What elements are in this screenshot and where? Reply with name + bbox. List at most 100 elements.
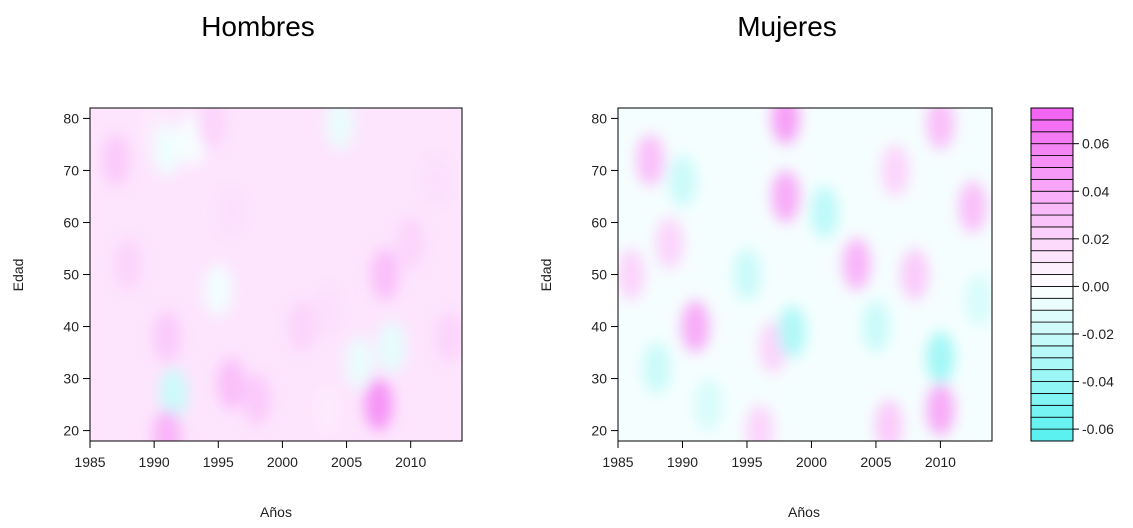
color-key-step-20: [1030, 190, 1074, 204]
heatmap-cell-11: [778, 305, 807, 358]
color-key-label-6: -0.06: [1082, 421, 1114, 437]
color-key-label-3: 0.00: [1082, 278, 1109, 294]
heatmap-cell-15: [881, 144, 910, 197]
heatmap-cell-14: [861, 300, 890, 353]
y-tick-label-80: 80: [591, 110, 607, 126]
heatmap-cell-3: [152, 123, 181, 176]
heatmap-cell-23: [435, 310, 462, 363]
heatmap-cell-23: [874, 399, 903, 441]
heatmap-cell-7: [732, 248, 761, 301]
color-key-step-7: [1030, 345, 1074, 359]
x-axis-hombres: 1985 1990 1995 2000 2005 2010: [74, 441, 426, 470]
heatmap-cell-7: [152, 409, 181, 441]
color-key-step-15: [1030, 250, 1074, 264]
y-tick-label-50: 50: [591, 267, 607, 283]
y-tick-label-40: 40: [63, 319, 79, 335]
color-key-step-23: [1030, 155, 1074, 168]
heatmap-cell-19: [377, 321, 406, 374]
color-key-label-0: 0.06: [1082, 136, 1109, 152]
y-tick-label-50: 50: [63, 267, 79, 283]
heatmap-cell-9: [217, 357, 246, 410]
heatmap-cell-4: [681, 300, 710, 353]
heatmap-cell-10: [242, 373, 271, 426]
y-tick-label-80: 80: [63, 110, 79, 126]
color-key-step-16: [1030, 238, 1074, 252]
heatmap-cell-13: [842, 238, 871, 291]
heatmap-cell-1: [636, 134, 665, 187]
y-axis-label-hombres: Edad: [10, 259, 26, 292]
heatmap-cell-17: [345, 336, 374, 389]
y-tick-label-30: 30: [63, 371, 79, 387]
heatmap-cell-13: [287, 300, 316, 353]
heatmap-cell-10: [771, 170, 800, 223]
color-key-step-14: [1030, 262, 1074, 275]
x-axis-mujeres: 1985 1990 1995 2000 2005 2010: [602, 441, 956, 470]
heatmap-cell-3: [642, 342, 671, 395]
y-tick-label-70: 70: [63, 162, 79, 178]
color-key-step-21: [1030, 178, 1074, 192]
color-legend: 0.06 0.04 0.02 0.00 -0.02 -0.04 -0.06: [1030, 107, 1114, 442]
color-key-label-4: -0.02: [1082, 326, 1114, 342]
heatmap-cell-0: [618, 248, 645, 301]
y-axis-hombres: 20 30 40 50 60 70 80: [63, 110, 90, 439]
x-tick-label-2010: 2010: [395, 454, 426, 470]
y-tick-label-60: 60: [63, 214, 79, 230]
x-tick-label-2005: 2005: [331, 454, 362, 470]
chart-title-mujeres: Mujeres: [737, 11, 837, 42]
heatmap-cell-5: [152, 310, 181, 363]
y-axis-mujeres: 20 30 40 50 60 70 80: [591, 110, 618, 439]
heatmap-cell-20: [364, 378, 393, 431]
heatmap-cell-14: [313, 284, 342, 337]
x-tick-label-2010: 2010: [925, 454, 956, 470]
color-key-step-22: [1030, 167, 1074, 180]
color-key-step-9: [1030, 321, 1074, 335]
heatmap-cell-1: [114, 238, 143, 291]
heatmap-cell-19: [926, 383, 955, 436]
heatmap-background: [90, 108, 462, 441]
heatmap-cell-2: [655, 217, 684, 270]
x-tick-label-1990: 1990: [667, 454, 698, 470]
x-tick-label-2005: 2005: [860, 454, 891, 470]
x-tick-label-1985: 1985: [602, 454, 633, 470]
color-key-step-6: [1030, 357, 1074, 371]
heatmap-cell-6: [159, 368, 188, 421]
color-key-step-19: [1030, 202, 1074, 216]
y-tick-label-20: 20: [63, 423, 79, 439]
x-tick-label-1985: 1985: [74, 454, 105, 470]
color-key-step-17: [1030, 226, 1074, 240]
heatmap-cell-9: [771, 108, 800, 145]
color-key-step-1: [1030, 416, 1074, 430]
heatmap-cell-8: [197, 108, 226, 150]
heatmap-cell-18: [926, 331, 955, 384]
heatmap-cell-11: [217, 186, 246, 239]
heatmap-cell-16: [900, 248, 929, 301]
y-tick-label-70: 70: [591, 162, 607, 178]
x-tick-label-1995: 1995: [203, 454, 234, 470]
plot-area-hombres: [89, 107, 463, 442]
heatmap-cell-22: [745, 404, 774, 441]
heatmap-cell-16: [326, 108, 355, 150]
heatmap-cell-20: [958, 180, 987, 233]
heatmap-cell-15: [313, 383, 342, 436]
color-key-step-24: [1030, 143, 1074, 156]
y-axis-label-mujeres: Edad: [538, 259, 554, 292]
heatmap-cell-18: [371, 248, 400, 301]
x-tick-label-1995: 1995: [731, 454, 762, 470]
chart-title-hombres: Hombres: [201, 11, 315, 42]
color-key-step-27: [1030, 107, 1074, 121]
color-key-step-8: [1030, 333, 1074, 347]
heatmap-panel-mujeres: Mujeres Años Edad 1985 1990 1995 2000 2005 20…: [538, 11, 993, 520]
heatmap-cell-12: [204, 264, 233, 317]
color-key-step-4: [1030, 381, 1074, 394]
heatmap-panel-hombres: Hombres Años Edad 1985 1990 1995 2000 2005 20…: [10, 11, 463, 520]
color-key-step-12: [1030, 285, 1074, 299]
y-tick-label-30: 30: [591, 371, 607, 387]
heatmap-cell-21: [965, 274, 992, 327]
color-key-step-10: [1030, 309, 1074, 323]
heatmap-cell-5: [668, 154, 697, 207]
heatmap-cell-0: [101, 134, 130, 187]
color-key-step-13: [1030, 274, 1074, 287]
x-tick-label-2000: 2000: [796, 454, 827, 470]
color-key-step-5: [1030, 369, 1074, 382]
